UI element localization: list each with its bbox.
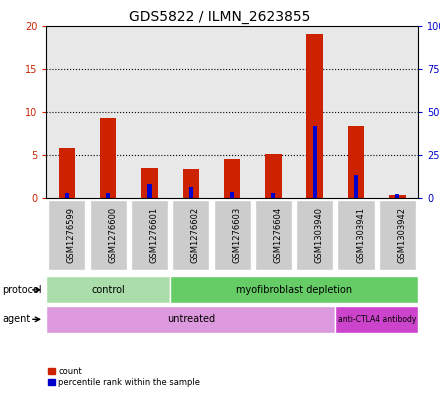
- Text: GSM1276603: GSM1276603: [232, 207, 241, 263]
- Bar: [335, 306, 418, 333]
- Bar: [255, 200, 292, 270]
- Bar: [348, 126, 364, 198]
- Bar: [224, 159, 240, 198]
- Bar: [265, 154, 282, 198]
- Bar: [306, 34, 323, 198]
- Bar: [106, 193, 110, 198]
- Bar: [131, 200, 168, 270]
- Legend: count, percentile rank within the sample: count, percentile rank within the sample: [48, 367, 200, 387]
- Bar: [313, 126, 317, 198]
- Text: GSM1276599: GSM1276599: [67, 207, 76, 263]
- Bar: [189, 187, 193, 198]
- Bar: [59, 148, 75, 198]
- Bar: [395, 194, 400, 198]
- Text: protocol: protocol: [2, 285, 42, 295]
- Text: GSM1276604: GSM1276604: [273, 207, 282, 263]
- Bar: [271, 193, 275, 198]
- Text: agent: agent: [2, 314, 30, 324]
- Text: GDS5822 / ILMN_2623855: GDS5822 / ILMN_2623855: [129, 10, 311, 24]
- Bar: [65, 193, 69, 198]
- Bar: [46, 306, 335, 333]
- Text: GSM1276601: GSM1276601: [150, 207, 158, 263]
- Bar: [172, 200, 209, 270]
- Bar: [230, 193, 234, 198]
- Bar: [141, 168, 158, 198]
- Text: GSM1303942: GSM1303942: [397, 207, 407, 263]
- Bar: [354, 175, 358, 198]
- Text: anti-CTLA4 antibody: anti-CTLA4 antibody: [337, 315, 416, 324]
- Text: GSM1303941: GSM1303941: [356, 207, 365, 263]
- Bar: [147, 184, 151, 198]
- Bar: [170, 276, 418, 303]
- Text: myofibroblast depletion: myofibroblast depletion: [236, 285, 352, 295]
- Text: GSM1276600: GSM1276600: [108, 207, 117, 263]
- Bar: [100, 118, 117, 198]
- Text: control: control: [91, 285, 125, 295]
- Bar: [213, 200, 251, 270]
- Bar: [337, 200, 374, 270]
- Text: GSM1276602: GSM1276602: [191, 207, 200, 263]
- Bar: [296, 200, 334, 270]
- Bar: [389, 195, 406, 198]
- Bar: [90, 200, 127, 270]
- Bar: [183, 169, 199, 198]
- Bar: [48, 200, 85, 270]
- Bar: [379, 200, 416, 270]
- Bar: [46, 276, 170, 303]
- Text: GSM1303940: GSM1303940: [315, 207, 324, 263]
- Text: untreated: untreated: [167, 314, 215, 324]
